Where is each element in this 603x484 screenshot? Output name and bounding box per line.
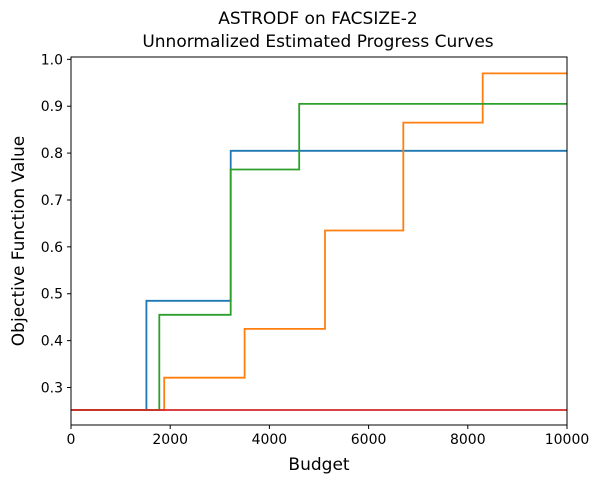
x-tick-label: 0 (67, 432, 76, 448)
chart-title-line-2: Unnormalized Estimated Progress Curves (142, 32, 493, 52)
series-line-2 (71, 72, 567, 411)
x-axis-label: Budget (288, 455, 349, 475)
series-line-3 (71, 103, 567, 411)
y-tick-label: 0.9 (41, 99, 63, 115)
x-tick-label: 8000 (450, 432, 486, 448)
y-tick-label: 0.5 (41, 287, 63, 303)
x-axis-ticks: 0 2000 4000 6000 8000 10000 (67, 425, 590, 448)
y-tick-label: 0.8 (41, 146, 63, 162)
series-layer (71, 72, 567, 411)
y-tick-label: 0.7 (41, 193, 63, 209)
y-axis-label: Objective Function Value (9, 136, 29, 346)
x-tick-label: 6000 (351, 432, 387, 448)
y-tick-label: 0.3 (41, 380, 63, 396)
x-tick-label: 10000 (545, 432, 590, 448)
y-tick-label: 0.6 (41, 240, 63, 256)
x-tick-label: 2000 (152, 432, 188, 448)
series-line-1 (71, 149, 567, 411)
y-axis-ticks: 0.3 0.4 0.5 0.6 0.7 0.8 0.9 1.0 (41, 52, 71, 396)
chart-title-line-1: ASTRODF on FACSIZE-2 (218, 9, 417, 29)
plot-frame (70, 56, 568, 426)
y-tick-label: 1.0 (41, 52, 63, 68)
x-tick-label: 4000 (252, 432, 288, 448)
y-tick-label: 0.4 (41, 334, 63, 350)
